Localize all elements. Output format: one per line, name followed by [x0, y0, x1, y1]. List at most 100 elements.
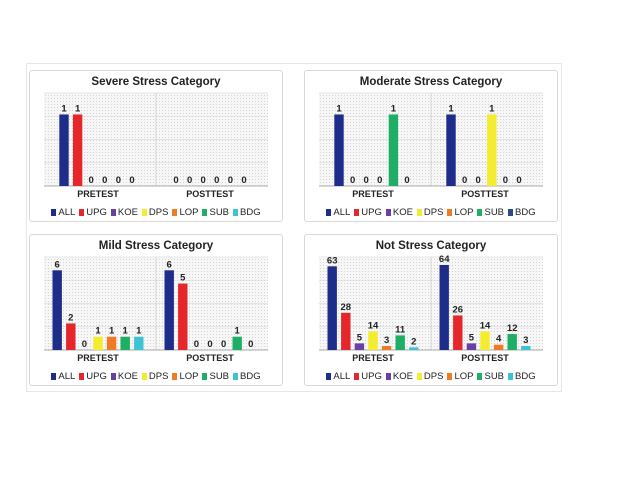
data-label-dps: 14: [368, 320, 379, 331]
bar-upg: [72, 114, 83, 186]
legend-swatch: [477, 208, 483, 216]
data-label-koe: 0: [194, 339, 199, 350]
legend-item-sub: SUB: [202, 207, 229, 218]
bar-all: [164, 270, 174, 350]
data-label-bdg: 2: [411, 336, 416, 347]
legend-label: ALL: [58, 207, 76, 218]
bar-dps: [487, 114, 497, 186]
chart-title: Mild Stress Category: [98, 240, 214, 252]
legend-swatch: [202, 372, 208, 380]
legend-label: BDG: [240, 371, 261, 382]
legend-label: SUB: [484, 207, 505, 218]
bar-all: [439, 264, 449, 350]
data-label-koe: 0: [476, 175, 481, 186]
data-label-bdg: 1: [136, 326, 142, 337]
data-label-sub: 11: [395, 324, 406, 335]
data-label-upg: 26: [453, 304, 464, 315]
legend-item-lop: LOP: [172, 207, 198, 218]
figure-sheet: Severe Stress Category 1 1 0 0 0 0 PRETEST 0 0 0 0…: [26, 63, 562, 392]
legend-label: SUB: [484, 371, 505, 382]
bar-lop: [106, 336, 117, 350]
category-label: PRETEST: [77, 353, 119, 363]
bar-koe: [466, 343, 477, 350]
legend-swatch: [172, 372, 178, 380]
data-label-lop: 0: [214, 175, 219, 186]
severe-stress-chart: Severe Stress Category 1 1 0 0 0 0 PRETEST 0 0 0 0…: [29, 70, 283, 222]
legend-label: SUB: [209, 207, 230, 218]
legend-swatch: [233, 372, 239, 380]
legend-item-bdg: BDG: [508, 371, 536, 382]
category-label: POSTTEST: [461, 189, 509, 199]
legend-label: DPS: [423, 207, 444, 218]
moderate-stress-chart: Moderate Stress Category 1 0 0 0 1 0 PRETEST 1 0…: [304, 70, 558, 222]
data-label-lop: 1: [109, 326, 115, 337]
bar-sub: [388, 114, 399, 186]
legend-label: LOP: [179, 207, 199, 218]
legend-swatch: [354, 372, 360, 380]
legend-swatch: [354, 208, 360, 216]
legend-item-upg: UPG: [354, 207, 382, 218]
legend-swatch: [51, 208, 57, 216]
category-label: POSTTEST: [186, 189, 234, 199]
legend-item-koe: KOE: [110, 371, 138, 382]
legend-label: KOE: [117, 207, 138, 218]
legend-item-dps: DPS: [141, 207, 169, 218]
data-label-upg: 5: [180, 273, 186, 284]
legend-swatch: [79, 208, 85, 216]
not-stress-plot: 63 28 5 14 3 11 2 PRETEST 64 26 5 14 4 12 3 POSTTEST: [319, 254, 543, 363]
legend-item-koe: KOE: [385, 371, 413, 382]
legend-swatch: [477, 372, 483, 380]
data-label-dps: 0: [201, 175, 206, 186]
category-label: PRETEST: [352, 353, 394, 363]
legend-label: UPG: [361, 371, 382, 382]
data-label-sub: 1: [235, 326, 241, 337]
legend-label: LOP: [179, 371, 199, 382]
data-label-koe: 0: [82, 339, 87, 350]
data-label-bdg: 0: [248, 339, 253, 350]
chart-title: Not Stress Category: [375, 240, 487, 252]
legend-swatch: [416, 208, 422, 216]
data-label-dps: 14: [480, 320, 491, 331]
chart-legend: ALL UPG KOE DPS LOP SUB BDG: [30, 371, 282, 382]
data-label-lop: 0: [116, 175, 121, 186]
legend-label: BDG: [515, 371, 536, 382]
legend-label: UPG: [86, 207, 107, 218]
data-label-bdg: 0: [241, 175, 246, 186]
category-label: POSTTEST: [186, 353, 234, 363]
data-label-dps: 0: [102, 175, 107, 186]
legend-label: LOP: [454, 207, 474, 218]
legend-item-sub: SUB: [202, 371, 229, 382]
legend-label: SUB: [209, 371, 230, 382]
legend-item-all: ALL: [51, 371, 75, 382]
legend-label: DPS: [148, 371, 169, 382]
legend-swatch: [202, 208, 208, 216]
bar-upg: [66, 323, 76, 350]
legend-item-all: ALL: [51, 207, 75, 218]
bar-all: [327, 266, 337, 350]
data-label-koe: 5: [357, 332, 363, 343]
legend-item-all: ALL: [326, 371, 350, 382]
data-label-upg: 28: [341, 302, 352, 313]
bar-lop: [493, 344, 504, 350]
data-label-koe: 0: [89, 175, 94, 186]
legend-swatch: [172, 208, 178, 216]
legend-item-all: ALL: [326, 207, 350, 218]
category-label: POSTTEST: [461, 353, 509, 363]
bar-bdg: [134, 336, 144, 350]
legend-swatch: [326, 208, 332, 216]
legend-label: ALL: [333, 371, 351, 382]
legend-label: DPS: [148, 207, 169, 218]
data-label-sub: 0: [228, 175, 233, 186]
data-label-upg: 1: [75, 103, 81, 114]
bar-sub: [232, 336, 242, 350]
legend-item-upg: UPG: [79, 371, 107, 382]
bar-upg: [178, 283, 188, 350]
legend-swatch: [233, 208, 239, 216]
data-label-sub: 1: [123, 326, 129, 337]
not-stress-chart: Not Stress Category 63 28 5 14 3 11 2 PRETEST 64…: [304, 234, 558, 386]
data-label-koe: 0: [187, 175, 192, 186]
bar-upg: [341, 312, 351, 350]
